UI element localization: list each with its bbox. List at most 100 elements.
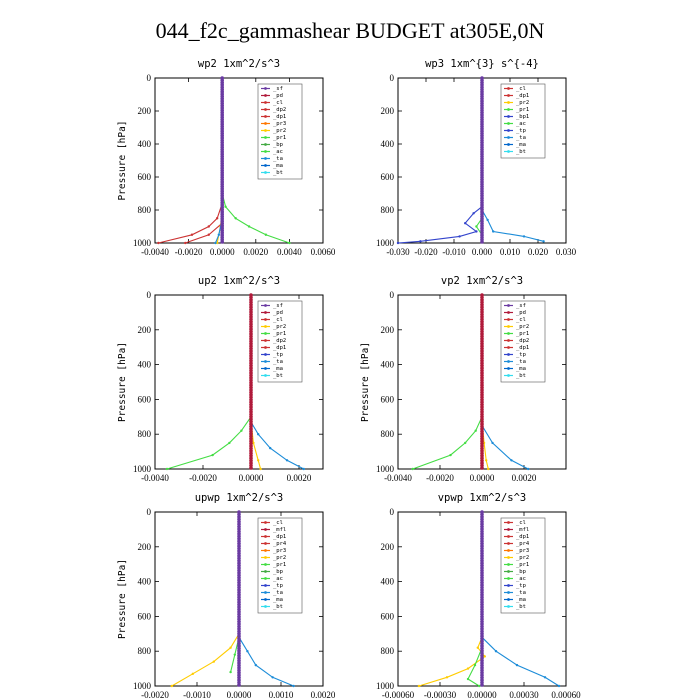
- legend-marker: [507, 563, 510, 566]
- centre-profile-point: [480, 683, 484, 687]
- series-line_pr1: [418, 637, 486, 687]
- legend-marker: [264, 87, 267, 90]
- legend-label: _pr2: [516, 100, 529, 106]
- panel-5: upwp 1xm^2/s^3 0 200 400 600 800 1000-0.0020 -0…: [117, 492, 336, 700]
- legend-label: _pr2: [273, 128, 286, 134]
- legend-label: _pr1: [516, 331, 529, 337]
- legend-marker: [264, 353, 267, 356]
- series-line_tp: [481, 636, 560, 687]
- x-tick-label: 0.00060: [551, 690, 581, 700]
- panel-title: vp2 1xm^2/s^3: [441, 275, 523, 287]
- legend-label: _ma: [273, 366, 283, 372]
- legend-marker: [507, 318, 510, 321]
- x-tick-label: 0.00030: [509, 690, 539, 700]
- centre-profile-point: [249, 466, 253, 470]
- series-point_pr1: [476, 646, 479, 649]
- series-point_dp1: [464, 441, 467, 445]
- y-axis-label: Pressure [hPa]: [117, 342, 128, 422]
- legend-marker: [507, 535, 510, 538]
- legend-marker: [507, 87, 510, 90]
- legend-marker: [264, 374, 267, 377]
- y-tick-label: 800: [381, 429, 395, 439]
- legend-label: _tp: [273, 583, 283, 589]
- x-tick-label: -0.0040: [141, 473, 169, 483]
- series-point_dp1: [211, 453, 214, 457]
- panel-2: wp3 1xm^{3} s^{-4} 0 200 400 600 800 1000-0.03…: [376, 58, 577, 257]
- legend-label: _tp: [516, 352, 526, 358]
- series-point_dp1: [411, 467, 414, 471]
- legend-label: _pd: [273, 310, 283, 316]
- series-point_pr2: [215, 241, 219, 245]
- legend-label: _dp1: [516, 534, 529, 540]
- centre-profile-point: [480, 466, 484, 470]
- y-tick-label: 600: [381, 611, 395, 621]
- x-tick-label: 0.020: [528, 247, 549, 257]
- legend-marker: [264, 549, 267, 552]
- legend-label: _cl: [516, 86, 526, 92]
- x-tick-label: 0.000: [472, 247, 493, 257]
- series-point_ta: [492, 230, 495, 233]
- series-point_pr1: [485, 459, 488, 462]
- series-point_ta: [522, 235, 526, 238]
- legend-marker: [264, 143, 267, 146]
- legend-label: _mfl: [516, 527, 529, 533]
- legend-marker: [507, 605, 510, 608]
- x-tick-label: -0.0040: [384, 473, 412, 483]
- legend-label: _dp1: [273, 114, 286, 120]
- panel-6: vpwp 1xm^2/s^3 0 200 400 600 800 1000-0.00060-…: [376, 492, 581, 700]
- legend-label: _pr1: [273, 331, 286, 337]
- legend-label: _cl: [516, 520, 526, 526]
- legend-label: _cl: [273, 520, 283, 526]
- y-tick-label: 800: [138, 429, 152, 439]
- legend-marker: [507, 136, 510, 139]
- legend-marker: [264, 304, 267, 307]
- legend-marker: [264, 584, 267, 587]
- legend-label: _bt: [516, 373, 526, 379]
- legend-label: _ta: [516, 135, 526, 141]
- series-point_ac: [478, 684, 481, 688]
- series-point_ac: [233, 653, 236, 656]
- centre-profile-point: [220, 240, 224, 244]
- x-tick-label: -0.010: [442, 247, 466, 257]
- series-point_pr1: [445, 676, 449, 679]
- x-tick-label: 0.0020: [512, 473, 537, 483]
- legend-label: _dp2: [273, 107, 286, 113]
- series-point_dp1: [474, 429, 477, 432]
- series-point_pr1: [487, 467, 490, 471]
- series-point_tp: [543, 676, 547, 679]
- x-tick-label: -0.00030: [424, 690, 457, 700]
- legend-label: _mfl: [273, 527, 286, 533]
- x-tick-label: 0.0000: [210, 247, 235, 257]
- legend-marker: [507, 556, 510, 559]
- legend-marker: [264, 115, 267, 118]
- legend-label: _ta: [273, 359, 283, 365]
- legend-label: _dp1: [273, 345, 286, 351]
- series-line_ta: [481, 209, 544, 242]
- y-tick-label: 200: [381, 542, 395, 552]
- legend-marker: [507, 150, 510, 153]
- y-tick-label: 600: [381, 394, 395, 404]
- series-point_dp1: [215, 217, 219, 220]
- x-tick-label: 0.0000: [227, 690, 252, 700]
- x-tick-label: 0.0020: [287, 473, 312, 483]
- series-point_pr1: [257, 459, 260, 462]
- x-tick-label: 0.0000: [470, 473, 495, 483]
- series-point_ac: [466, 677, 470, 681]
- legend-label: _ma: [273, 597, 283, 603]
- y-tick-label: 800: [138, 205, 152, 215]
- legend-marker: [264, 129, 267, 132]
- legend-marker: [264, 605, 267, 608]
- legend-label: _pr2: [516, 555, 529, 561]
- legend-label: _sf: [273, 86, 283, 92]
- legend-label: _pr4: [516, 541, 530, 547]
- series-point_bp: [217, 233, 221, 236]
- legend-label: _pr1: [516, 107, 529, 113]
- y-tick-label: 600: [138, 172, 152, 182]
- legend-label: _pr3: [516, 548, 529, 554]
- legend-marker: [507, 549, 510, 552]
- centre-profile-point: [237, 683, 241, 687]
- legend-marker: [264, 94, 267, 97]
- x-tick-label: 0.0020: [311, 690, 336, 700]
- legend-label: _pr1: [273, 135, 286, 141]
